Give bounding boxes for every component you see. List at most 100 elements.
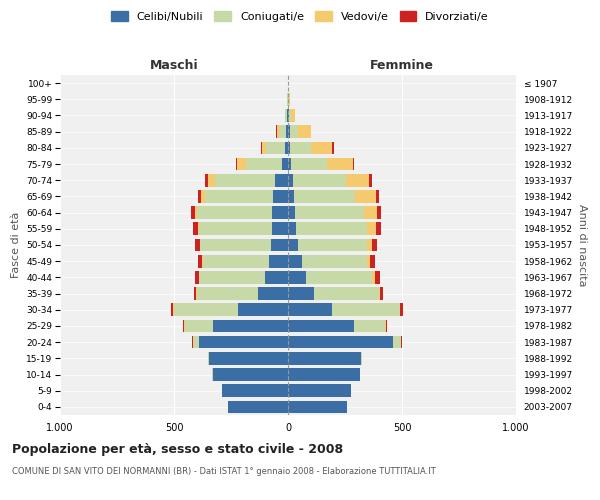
Bar [373,271,374,283]
Bar [199,336,288,348]
Bar [184,320,185,332]
Legend: Celibi/Nubili, Coniugati/e, Vedovi/e, Divorziati/e: Celibi/Nubili, Coniugati/e, Vedovi/e, Di… [108,8,492,25]
Bar [215,174,275,186]
Y-axis label: Anni di nascita: Anni di nascita [577,204,587,286]
Bar [306,271,373,283]
Bar [198,190,202,202]
Bar [296,222,367,235]
Bar [373,238,377,252]
Bar [197,288,259,300]
Bar [272,222,288,235]
Bar [288,142,290,154]
Bar [355,190,376,202]
Bar [199,222,272,235]
Bar [393,336,401,348]
Bar [288,304,332,316]
Bar [364,206,377,219]
Bar [287,109,288,122]
Bar [213,368,288,381]
Bar [374,271,380,283]
Bar [298,238,367,252]
Bar [194,288,196,300]
Bar [262,142,266,154]
Bar [288,158,292,170]
Bar [195,238,200,252]
Bar [203,255,269,268]
Bar [273,190,288,202]
Bar [298,126,311,138]
Bar [222,384,288,397]
Bar [367,222,376,235]
Bar [377,206,382,219]
Bar [198,222,199,235]
Bar [295,206,364,219]
Bar [272,206,288,219]
Bar [292,158,327,170]
Text: COMUNE DI SAN VITO DEI NORMANNI (BR) - Dati ISTAT 1° gennaio 2008 - Elaborazione: COMUNE DI SAN VITO DEI NORMANNI (BR) - D… [12,468,436,476]
Bar [193,336,199,348]
Bar [288,400,347,413]
Bar [205,174,208,186]
Bar [198,255,202,268]
Bar [202,190,205,202]
Bar [367,238,373,252]
Bar [369,174,373,186]
Bar [332,142,334,154]
Bar [173,304,174,316]
Bar [380,288,383,300]
Text: Femmine: Femmine [370,59,434,72]
Bar [174,304,238,316]
Bar [193,222,198,235]
Bar [208,352,209,364]
Bar [197,206,272,219]
Bar [286,126,288,138]
Bar [385,320,386,332]
Bar [227,400,288,413]
Bar [200,238,271,252]
Bar [275,174,288,186]
Bar [288,368,360,381]
Bar [292,109,295,122]
Bar [236,158,246,170]
Bar [288,222,296,235]
Text: Maschi: Maschi [149,59,199,72]
Bar [288,190,294,202]
Bar [288,288,314,300]
Bar [288,206,295,219]
Bar [288,320,354,332]
Text: Popolazione per età, sesso e stato civile - 2008: Popolazione per età, sesso e stato civil… [12,442,343,456]
Bar [246,158,283,170]
Bar [265,271,288,283]
Bar [172,304,173,316]
Bar [205,190,273,202]
Bar [354,320,385,332]
Bar [288,126,290,138]
Bar [185,320,213,332]
Bar [288,352,361,364]
Y-axis label: Fasce di età: Fasce di età [11,212,20,278]
Bar [279,126,286,138]
Bar [284,142,288,154]
Bar [194,271,199,283]
Bar [277,126,279,138]
Bar [346,174,369,186]
Bar [259,288,288,300]
Bar [288,336,393,348]
Bar [288,384,350,397]
Bar [290,142,311,154]
Bar [288,238,298,252]
Bar [370,255,374,268]
Bar [332,304,400,316]
Bar [208,174,215,186]
Bar [194,206,197,219]
Bar [283,158,288,170]
Bar [199,271,265,283]
Bar [302,255,367,268]
Bar [266,142,284,154]
Bar [361,352,362,364]
Bar [261,142,262,154]
Bar [269,255,288,268]
Bar [293,174,346,186]
Bar [379,288,380,300]
Bar [311,142,332,154]
